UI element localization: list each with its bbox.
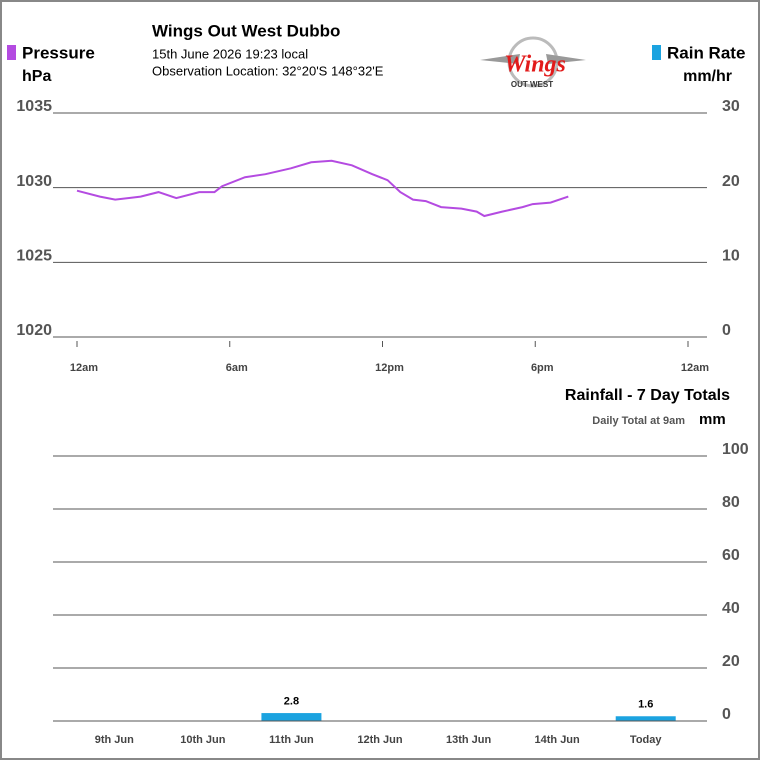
x-tick-label: 9th Jun [95, 734, 134, 746]
data-label: 1.6 [638, 699, 653, 711]
y-tick-label: 1025 [16, 248, 52, 265]
legend-swatch [652, 45, 661, 60]
x-tick-label: Today [630, 734, 662, 746]
y-axis-label: mm [699, 411, 726, 428]
y-tick-label: 20 [722, 653, 740, 670]
x-tick-label: 12am [681, 362, 709, 374]
x-tick-label: 12am [70, 362, 98, 374]
x-tick-label: 6am [226, 362, 248, 374]
subtitle: 15th June 2026 19:23 local [152, 46, 308, 61]
y-tick-label: 1030 [16, 173, 52, 190]
subtitle: Daily Total at 9am [592, 415, 685, 427]
logo-subtext: OUT WEST [511, 80, 553, 89]
y2-tick-label: 0 [722, 322, 731, 339]
y-tick-label: 100 [722, 441, 749, 458]
y2-tick-label: 30 [722, 98, 740, 115]
x-tick-label: 11th Jun [269, 734, 314, 746]
x-tick-label: 12pm [375, 362, 404, 374]
y2-tick-label: 10 [722, 248, 740, 265]
chart-title: Rainfall - 7 Day Totals [565, 387, 730, 404]
x-tick-label: 10th Jun [180, 734, 226, 746]
x-tick-label: 6pm [531, 362, 554, 374]
y-axis-label: hPa [22, 68, 51, 85]
line [76, 159, 569, 218]
y-tick-label: 40 [722, 600, 740, 617]
y-tick-label: 80 [722, 494, 740, 511]
legend-swatch [7, 45, 16, 60]
y2-axis-label: mm/hr [683, 68, 732, 85]
legend-label: Rain Rate [667, 43, 745, 62]
y-tick-label: 60 [722, 547, 740, 564]
logo: Wings OUT WEST [480, 36, 586, 89]
chart-title: Wings Out West Dubbo [152, 21, 340, 40]
y2-tick-label: 20 [722, 173, 740, 190]
y-tick-label: 0 [722, 706, 731, 723]
x-tick-label: 13th Jun [446, 734, 492, 746]
data-label: 2.8 [284, 695, 299, 707]
logo-wings [480, 54, 586, 64]
y-tick-label: 1035 [16, 98, 52, 115]
subtitle: Observation Location: 32°20'S 148°32'E [152, 63, 384, 78]
bar [261, 713, 322, 721]
bar [615, 716, 676, 721]
y-tick-label: 1020 [16, 322, 52, 339]
x-tick-label: 12th Jun [357, 734, 403, 746]
legend-label: Pressure [22, 43, 95, 62]
x-tick-label: 14th Jun [535, 734, 581, 746]
logo-text: Wings [504, 52, 566, 78]
